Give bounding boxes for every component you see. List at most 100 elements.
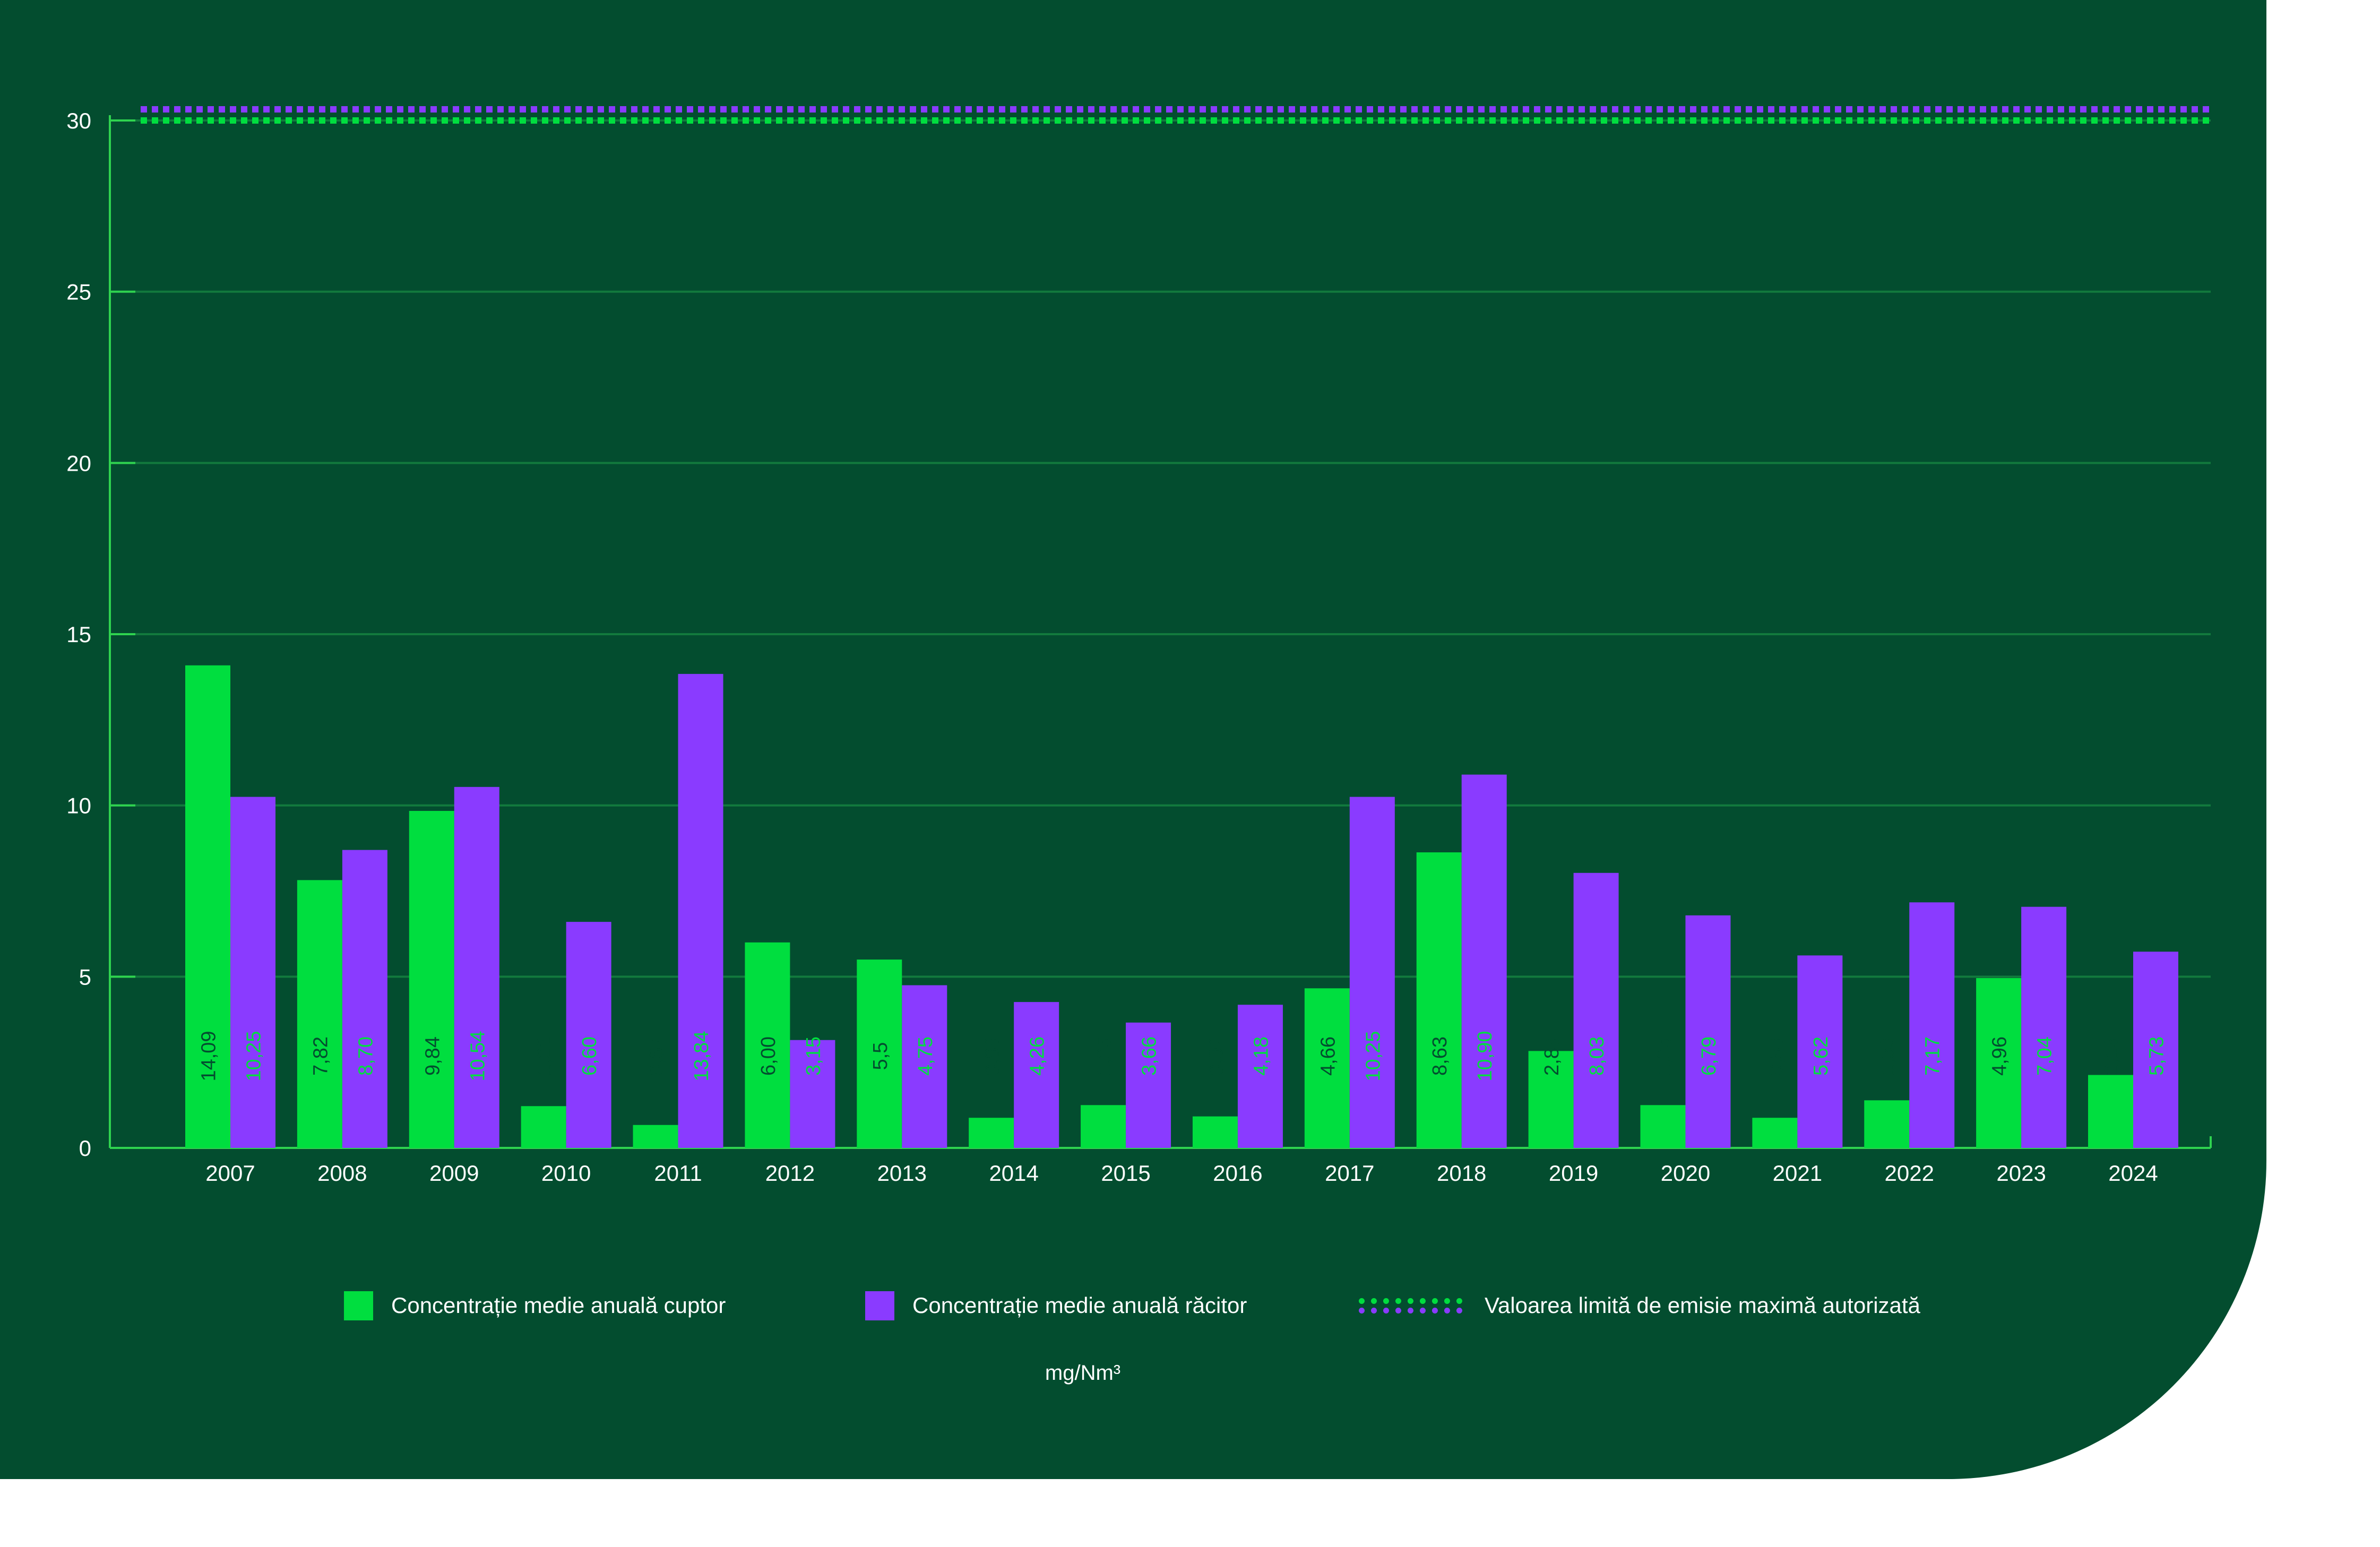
bar-racitor — [1685, 915, 1731, 1148]
bar-cuptor — [1864, 1100, 1910, 1148]
data-label-racitor: 7,04 — [2034, 1036, 2056, 1076]
x-tick-label: 2014 — [989, 1161, 1038, 1186]
x-tick-label: 2008 — [317, 1161, 367, 1186]
data-label-cuptor: 5,5 — [869, 1042, 892, 1070]
bar-racitor — [1797, 955, 1843, 1148]
bar-cuptor — [521, 1106, 566, 1148]
y-tick-label: 10 — [66, 793, 91, 818]
x-tick-label: 2013 — [877, 1161, 927, 1186]
bar-cuptor — [1528, 1051, 1574, 1148]
x-tick-label: 2020 — [1661, 1161, 1710, 1186]
data-label-cuptor: 9,84 — [421, 1036, 444, 1076]
bar-cuptor — [297, 880, 342, 1148]
legend-label-limit: Valoarea limită de emisie maximă autoriz… — [1485, 1293, 1920, 1318]
data-label-racitor: 5,62 — [1810, 1036, 1832, 1076]
data-label-racitor: 13,84 — [691, 1031, 713, 1081]
data-label-racitor: 4,26 — [1027, 1036, 1049, 1076]
bar-racitor — [1126, 1022, 1171, 1148]
data-label-racitor: 10,25 — [243, 1031, 265, 1081]
data-label-racitor: 10,90 — [1474, 1031, 1496, 1081]
bar-cuptor — [1752, 1118, 1798, 1148]
y-tick-label: 5 — [79, 964, 91, 989]
bar-racitor — [1573, 872, 1619, 1148]
legend: Concentrație medie anuală cuptor Concent… — [0, 1290, 2380, 1332]
x-tick-label: 2010 — [541, 1161, 591, 1186]
data-label-racitor: 8,70 — [355, 1036, 377, 1076]
legend-swatch-cuptor — [344, 1291, 373, 1320]
legend-label-racitor: Concentrație medie anuală răcitor — [912, 1293, 1247, 1318]
x-tick-label: 2018 — [1437, 1161, 1486, 1186]
chart-panel — [0, 0, 2266, 1479]
bar-cuptor — [185, 665, 230, 1148]
bar-racitor — [454, 787, 499, 1148]
x-tick-label: 2011 — [654, 1161, 702, 1186]
x-tick-label: 2017 — [1325, 1161, 1374, 1186]
bar-racitor — [1909, 902, 1955, 1148]
bar-cuptor — [409, 810, 454, 1148]
data-label-cuptor: 1,25 — [1653, 1036, 1675, 1076]
data-label-racitor: 6,60 — [579, 1036, 601, 1076]
data-label-racitor: 5,73 — [2146, 1036, 2168, 1076]
data-label-cuptor: 2,13 — [2101, 1036, 2123, 1076]
bar-racitor — [1349, 797, 1395, 1148]
unit-label: mg/Nm³ — [1045, 1361, 1121, 1385]
legend-item-racitor: Concentrație medie anuală răcitor — [865, 1290, 1247, 1321]
bar-racitor — [230, 797, 275, 1148]
x-tick-label: 2009 — [429, 1161, 479, 1186]
data-label-cuptor: 0,92 — [1205, 1036, 1227, 1076]
bar-racitor — [790, 1040, 835, 1148]
data-label-cuptor: 2,83 — [1541, 1036, 1563, 1076]
data-label-cuptor: 0,67 — [645, 1036, 668, 1076]
x-tick-label: 2022 — [1885, 1161, 1934, 1186]
bar-racitor — [678, 673, 723, 1148]
bar-cuptor — [1192, 1116, 1238, 1148]
legend-item-limit: Valoarea limită de emisie maximă autoriz… — [1359, 1290, 1920, 1321]
data-label-cuptor: 7,82 — [309, 1036, 332, 1076]
data-label-cuptor: 8,63 — [1429, 1036, 1451, 1076]
data-label-racitor: 4,75 — [915, 1036, 937, 1076]
data-label-racitor: 10,54 — [467, 1031, 489, 1081]
bar-cuptor — [857, 960, 902, 1148]
bar-racitor — [1014, 1002, 1059, 1148]
bar-racitor — [1461, 774, 1507, 1148]
x-tick-label: 2023 — [1996, 1161, 2046, 1186]
data-label-cuptor: 1,25 — [1093, 1036, 1116, 1076]
bar-cuptor — [1976, 978, 2022, 1148]
bar-cuptor — [969, 1118, 1014, 1148]
bar-cuptor — [745, 942, 790, 1148]
data-label-cuptor: 4,66 — [1317, 1036, 1339, 1076]
x-tick-label: 2024 — [2108, 1161, 2158, 1186]
data-label-racitor: 8,03 — [1586, 1036, 1608, 1076]
bar-racitor — [2133, 952, 2178, 1148]
bar-cuptor — [1416, 852, 1462, 1148]
bar-cuptor — [633, 1125, 678, 1148]
data-label-racitor: 3,66 — [1139, 1036, 1161, 1076]
data-label-racitor: 6,79 — [1698, 1036, 1720, 1076]
x-tick-label: 2012 — [765, 1161, 815, 1186]
bar-cuptor — [1081, 1105, 1126, 1148]
data-label-cuptor: 4,96 — [1989, 1036, 2011, 1076]
bar-racitor — [902, 985, 947, 1148]
bar-racitor — [342, 850, 387, 1148]
y-tick-label: 30 — [66, 108, 91, 133]
bar-racitor — [1237, 1005, 1283, 1148]
data-label-racitor: 3,15 — [803, 1036, 825, 1076]
y-tick-label: 15 — [66, 622, 91, 647]
legend-item-cuptor: Concentrație medie anuală cuptor — [344, 1290, 726, 1321]
data-label-cuptor: 14,09 — [198, 1031, 220, 1081]
bar-cuptor — [1304, 988, 1350, 1148]
data-label-cuptor: 0,88 — [981, 1036, 1004, 1076]
legend-swatch-limit — [1359, 1295, 1462, 1316]
legend-label-cuptor: Concentrație medie anuală cuptor — [391, 1293, 726, 1318]
y-tick-label: 20 — [66, 451, 91, 476]
x-tick-label: 2007 — [205, 1161, 255, 1186]
data-label-racitor: 7,17 — [1922, 1036, 1944, 1076]
bar-cuptor — [1640, 1105, 1686, 1148]
data-label-cuptor: 1,22 — [533, 1036, 556, 1076]
data-label-cuptor: 6,00 — [757, 1036, 780, 1076]
bar-racitor — [2021, 906, 2067, 1148]
data-label-cuptor: 1,39 — [1877, 1036, 1899, 1076]
data-label-racitor: 10,25 — [1362, 1031, 1384, 1081]
y-tick-label: 25 — [66, 280, 91, 305]
